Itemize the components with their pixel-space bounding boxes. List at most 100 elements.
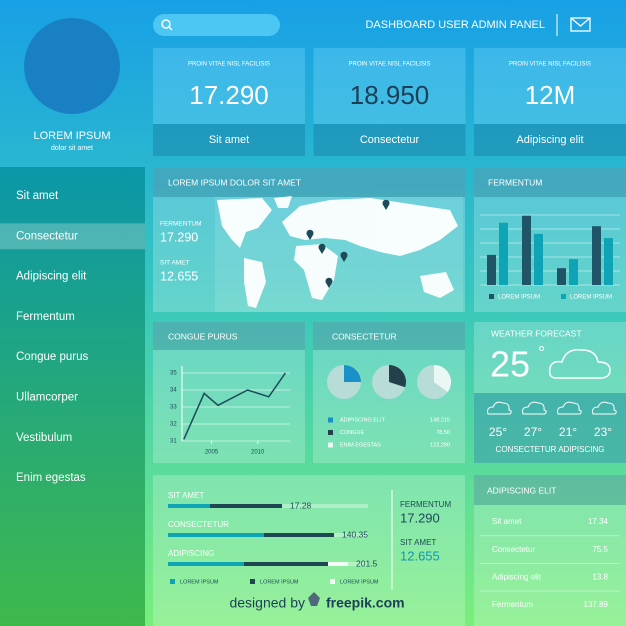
progress-stat-label: SIT AMET bbox=[400, 538, 436, 547]
stat-footer: Adipiscing elit bbox=[516, 134, 583, 146]
line-series bbox=[183, 372, 286, 440]
weather-temp: 25 bbox=[490, 344, 530, 385]
table-value: 13.8 bbox=[592, 573, 608, 582]
mail-icon[interactable] bbox=[570, 17, 591, 32]
progress-label: ADIPISCING bbox=[168, 549, 214, 558]
forecast-cloud bbox=[592, 401, 617, 415]
map-pin bbox=[318, 243, 326, 254]
credit: designed by bbox=[229, 595, 305, 611]
nav-active bbox=[0, 223, 145, 250]
nav-item[interactable]: Vestibulum bbox=[16, 432, 72, 444]
forecast-temp: 25° bbox=[489, 425, 507, 439]
map-shape bbox=[282, 198, 458, 256]
map-shape bbox=[244, 258, 266, 308]
bar bbox=[592, 226, 601, 285]
legend-swatch bbox=[328, 430, 333, 435]
progress-label: CONSECTETUR bbox=[168, 520, 229, 529]
panel-title: LOREM IPSUM DOLOR SIT AMET bbox=[168, 177, 301, 187]
world-map bbox=[217, 196, 458, 308]
stat-card-footer bbox=[153, 124, 305, 156]
stat-card bbox=[474, 48, 626, 124]
map-stat-value: 17.290 bbox=[160, 230, 198, 244]
nav-item[interactable]: Consectetur bbox=[16, 230, 78, 242]
map-shape bbox=[274, 196, 292, 208]
stat-footer: Consectetur bbox=[360, 134, 420, 146]
progress-segment bbox=[328, 562, 348, 566]
y-tick-label: 33 bbox=[170, 405, 177, 411]
stat-label: PROIN VITAE NISL FACILISIS bbox=[188, 62, 270, 68]
nav-item[interactable]: Sit amet bbox=[16, 190, 59, 202]
legend-label: LOREM IPSUM bbox=[260, 579, 299, 585]
weather-panel bbox=[474, 322, 626, 463]
map-pin bbox=[306, 229, 314, 240]
panel-title: CONGUE PURUS bbox=[168, 331, 238, 341]
progress-value: 17.28 bbox=[290, 500, 312, 510]
table-value: 137.89 bbox=[584, 600, 609, 609]
progress-segment bbox=[244, 562, 328, 566]
legend-swatch bbox=[328, 442, 333, 448]
progress-panel bbox=[153, 475, 465, 626]
stat-label: PROIN VITAE NISL FACILISIS bbox=[348, 62, 430, 68]
bar bbox=[534, 233, 543, 285]
progress-stat-value: 17.290 bbox=[400, 510, 440, 525]
bar bbox=[569, 259, 578, 285]
pie-panel-header bbox=[313, 322, 465, 350]
header-title: DASHBOARD USER ADMIN PANEL bbox=[365, 19, 545, 31]
nav-item[interactable]: Adipiscing elit bbox=[16, 271, 87, 283]
weather-cloud bbox=[548, 349, 611, 379]
map-stat-label: SIT AMET bbox=[160, 260, 190, 267]
legend-label: LOREM IPSUM bbox=[340, 579, 379, 585]
sidebar bbox=[0, 167, 145, 626]
map-stat-value: 12.655 bbox=[160, 269, 198, 283]
nav-item[interactable]: Enim egestas bbox=[16, 472, 86, 484]
map-pin bbox=[382, 199, 390, 210]
table-value: 17.34 bbox=[588, 517, 609, 526]
table-value: 75.5 bbox=[592, 545, 608, 554]
mail-icon bbox=[570, 17, 591, 27]
legend-label: LOREM IPSUM bbox=[570, 295, 612, 301]
progress-segment bbox=[168, 562, 244, 566]
y-tick-label: 35 bbox=[170, 371, 177, 377]
weather-caption: CONSECTETUR ADIPISCING bbox=[496, 445, 605, 454]
search-icon bbox=[161, 19, 171, 29]
nav-item[interactable]: Fermentum bbox=[16, 311, 75, 323]
profile-subtitle: dolor sit amet bbox=[51, 145, 93, 152]
y-tick-label: 32 bbox=[170, 422, 177, 428]
legend-label: ENIM EGESTAS bbox=[340, 442, 381, 448]
forecast-temp: 23° bbox=[594, 425, 612, 439]
stat-card bbox=[153, 48, 305, 124]
bar bbox=[487, 254, 496, 285]
pie-slice bbox=[344, 365, 361, 382]
progress-stat-label: FERMENTUM bbox=[400, 500, 451, 509]
weather-unit: ° bbox=[538, 343, 545, 363]
map-stat-label: FERMENTUM bbox=[160, 221, 202, 228]
legend-value: 78.50 bbox=[436, 430, 450, 436]
progress-segment bbox=[264, 533, 334, 537]
legend-value: 148.215 bbox=[430, 417, 450, 423]
stat-value: 12M bbox=[525, 80, 576, 110]
forecast-cloud bbox=[487, 401, 512, 415]
profile-name: LOREM IPSUM bbox=[33, 130, 110, 142]
freepik-logo bbox=[308, 592, 320, 606]
legend-label: LOREM IPSUM bbox=[180, 579, 219, 585]
map-shape bbox=[217, 198, 272, 248]
bar bbox=[499, 222, 508, 285]
map-panel-header bbox=[153, 168, 465, 197]
progress-value: 201.5 bbox=[356, 558, 378, 568]
nav-item[interactable]: Congue purus bbox=[16, 351, 88, 363]
brand: freepik.com bbox=[326, 595, 405, 611]
table-label: Sit amet bbox=[492, 517, 522, 526]
avatar bbox=[24, 18, 120, 114]
weather-lower bbox=[474, 393, 626, 463]
legend-swatch bbox=[170, 579, 175, 584]
x-tick-label: 2010 bbox=[251, 450, 265, 456]
nav-item[interactable]: Ullamcorper bbox=[16, 392, 78, 404]
stat-card-footer bbox=[313, 124, 466, 156]
y-tick-label: 31 bbox=[170, 439, 177, 445]
panel-title: CONSECTETUR bbox=[332, 331, 397, 341]
panel-title: FERMENTUM bbox=[488, 177, 542, 187]
line-panel-header bbox=[153, 322, 305, 350]
legend-label: ADIPISCING ELIT bbox=[340, 417, 386, 423]
search-bar[interactable] bbox=[153, 14, 280, 36]
table-panel-header bbox=[474, 475, 626, 505]
